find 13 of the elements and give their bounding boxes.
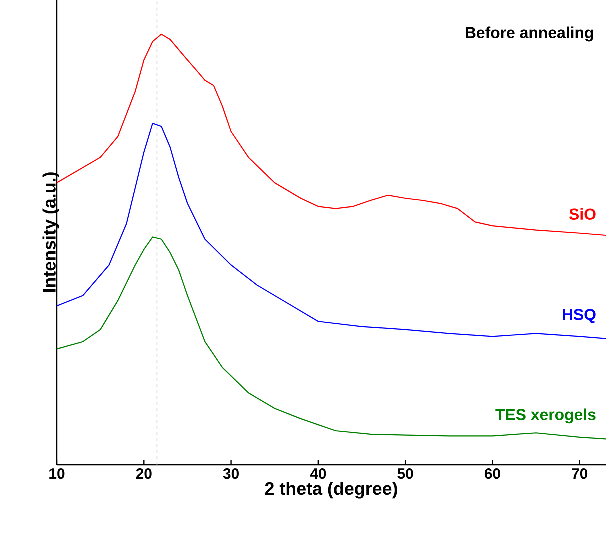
series-label: HSQ (563, 309, 596, 324)
annotation: Before annealing (466, 26, 594, 42)
x-tick-label: 50 (398, 468, 414, 480)
x-tick-label: 20 (136, 468, 152, 480)
series-label: TES xerogels (496, 408, 596, 424)
x-tick-label: 60 (484, 468, 500, 480)
x-tick-label: 40 (310, 468, 326, 480)
series-label: SiO (569, 208, 596, 220)
y-axis-title: Intensity (a.u.) (42, 172, 60, 292)
x-tick-label: 10 (50, 468, 65, 480)
x-tick-label: 30 (223, 468, 239, 480)
x-tick-label: 70 (572, 468, 588, 480)
x-axis-title: 2 theta (degree) (265, 482, 398, 499)
